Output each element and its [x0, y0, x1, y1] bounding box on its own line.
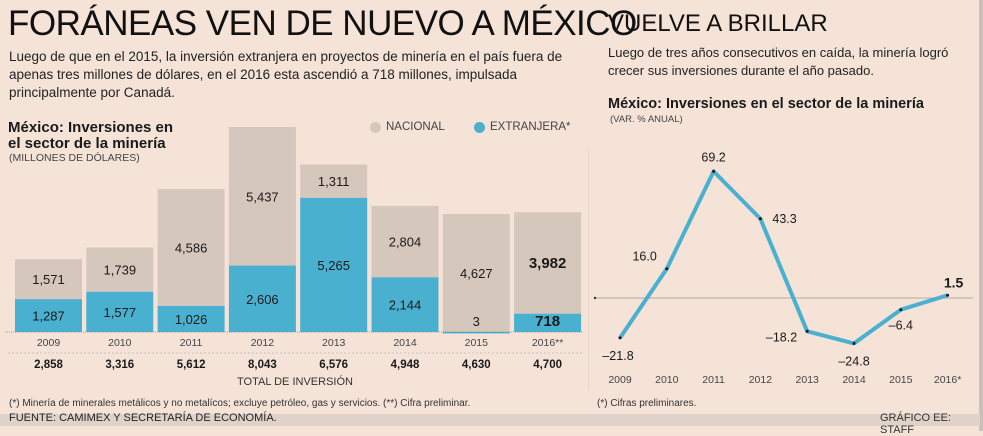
bar-extranjera	[514, 313, 582, 332]
bar-nacional	[300, 164, 368, 198]
bar-nacional	[228, 127, 296, 266]
left-chart-subtitle: México: Inversiones en el sector de la m…	[8, 119, 174, 152]
x-tick-label: 2013	[796, 374, 820, 386]
x-tick-label: 2016*	[934, 374, 961, 386]
left-intro: Luego de que en el 2015, la inversión ex…	[9, 49, 563, 100]
graphic-credit: GRÁFICO EE: STAFF	[880, 412, 951, 436]
bar-extranjera	[442, 331, 510, 334]
right-border	[979, 0, 983, 431]
x-tick-label: 2011	[180, 337, 203, 349]
data-point	[758, 217, 762, 221]
data-label: 16.0	[632, 250, 656, 264]
data-point	[805, 329, 809, 333]
total-value: 4,630	[462, 359, 491, 371]
right-footnote: (*) Cifras preliminares.	[597, 398, 697, 409]
bar-nacional	[157, 188, 225, 306]
legend-label-nacional: NACIONAL	[386, 121, 445, 133]
data-label: 69.2	[701, 150, 725, 164]
right-intro: Luego de tres años consecutivos en caída…	[608, 45, 949, 78]
x-tick-label: 2010	[108, 337, 132, 349]
x-tick-label: 2009	[608, 374, 632, 386]
right-chart-subtitle: México: Inversiones en el sector de la m…	[608, 96, 924, 112]
bar-label-extranjera: 2,606	[246, 292, 279, 307]
data-label: 1.5	[944, 274, 964, 290]
data-label: –6.4	[889, 319, 913, 333]
x-tick-label: 2015	[889, 374, 913, 386]
data-point	[665, 267, 669, 271]
data-point	[852, 341, 856, 345]
total-value: 5,612	[177, 359, 206, 371]
panel-divider	[588, 150, 589, 390]
bar-label-nacional: 2,804	[389, 235, 422, 250]
data-point	[899, 308, 903, 312]
total-value: 4,948	[391, 359, 420, 371]
legend-label-extranjera: EXTRANJERA*	[490, 121, 571, 133]
bar-label-nacional: 4,586	[175, 240, 208, 255]
left-footnote: (*) Minería de minerales metálicos y no …	[9, 398, 471, 409]
bar-label-nacional: 1,311	[318, 174, 350, 189]
total-value: 8,043	[248, 359, 277, 371]
bar-extranjera	[15, 299, 82, 332]
bar-nacional	[442, 213, 510, 332]
left-title: FORÁNEAS VEN DE NUEVO A MÉXICO	[8, 4, 637, 43]
x-tick-label: 2016**	[532, 337, 564, 349]
data-point	[712, 169, 716, 173]
x-tick-label: 2012	[251, 337, 275, 349]
source-note: FUENTE: CAMIMEX Y SECRETARÍA DE ECONOMÍA…	[9, 412, 277, 424]
data-label: 43.3	[772, 212, 796, 226]
x-tick-label: 2011	[702, 374, 725, 386]
line-chart: –21.8 2009 16.0 2010 69.2 2011 43.3 2012 –18.2 20…	[593, 150, 973, 386]
bar-label-extranjera: 1,026	[175, 312, 208, 327]
bar-nacional	[371, 205, 439, 278]
total-value: 4,700	[533, 359, 562, 371]
bar-label-extranjera: 5,265	[317, 258, 350, 273]
zero-line-end	[593, 296, 597, 300]
bar-label-nacional: 1,739	[104, 263, 137, 278]
data-label: –21.8	[602, 349, 633, 363]
legend-swatch-nacional	[370, 121, 381, 133]
data-label: –18.2	[766, 330, 797, 344]
x-tick-label: 2012	[749, 374, 773, 386]
bar-extranjera	[228, 265, 296, 332]
bar-label-extranjera: 2,144	[389, 298, 422, 313]
bar-nacional	[86, 247, 154, 292]
bar-label-nacional: 5,437	[246, 189, 279, 204]
bar-chart: 1,287 1,571 2009 2,858 1,577 1,739 2010 3,316 1,…	[5, 127, 582, 371]
total-value: 6,576	[319, 359, 348, 371]
series-line	[618, 169, 949, 346]
total-value: 2,858	[34, 359, 63, 371]
legend-swatch-extranjera	[474, 121, 485, 133]
bar-extranjera	[300, 197, 368, 332]
left-chart-unit: (MILLONES DE DÓLARES)	[9, 152, 140, 164]
total-investment-label: TOTAL DE INVERSIÓN	[237, 376, 353, 388]
bar-nacional	[15, 259, 82, 300]
x-tick-label: 2014	[842, 374, 866, 386]
right-title: VUELVE A BRILLAR	[608, 10, 828, 37]
x-tick-label: 2009	[37, 337, 61, 349]
total-value: 3,316	[105, 359, 134, 371]
bar-extranjera	[371, 277, 439, 332]
right-chart-unit: (VAR. % ANUAL)	[610, 114, 683, 125]
bar-label-nacional: 3,982	[529, 255, 567, 272]
x-tick-label: 2014	[393, 337, 417, 349]
data-point	[946, 293, 950, 297]
x-tick-label: 2015	[465, 337, 489, 349]
data-label: –24.8	[838, 354, 869, 368]
bar-extranjera	[157, 305, 225, 332]
legend-item-extranjera: EXTRANJERA*	[474, 121, 571, 133]
legend-item-nacional: NACIONAL	[370, 121, 445, 133]
x-tick-label: 2010	[655, 374, 679, 386]
bar-label-nacional: 4,627	[460, 266, 493, 281]
x-tick-label: 2013	[322, 337, 346, 349]
data-point	[618, 336, 622, 340]
footer-band	[0, 414, 980, 426]
bar-label-extranjera: 3	[473, 314, 480, 329]
bar-extranjera	[86, 291, 154, 332]
bar-label-extranjera: 1,287	[32, 309, 65, 324]
bar-label-extranjera: 718	[535, 313, 560, 330]
bar-nacional	[514, 212, 582, 314]
bar-label-nacional: 1,571	[32, 272, 65, 287]
bar-label-extranjera: 1,577	[104, 305, 137, 320]
